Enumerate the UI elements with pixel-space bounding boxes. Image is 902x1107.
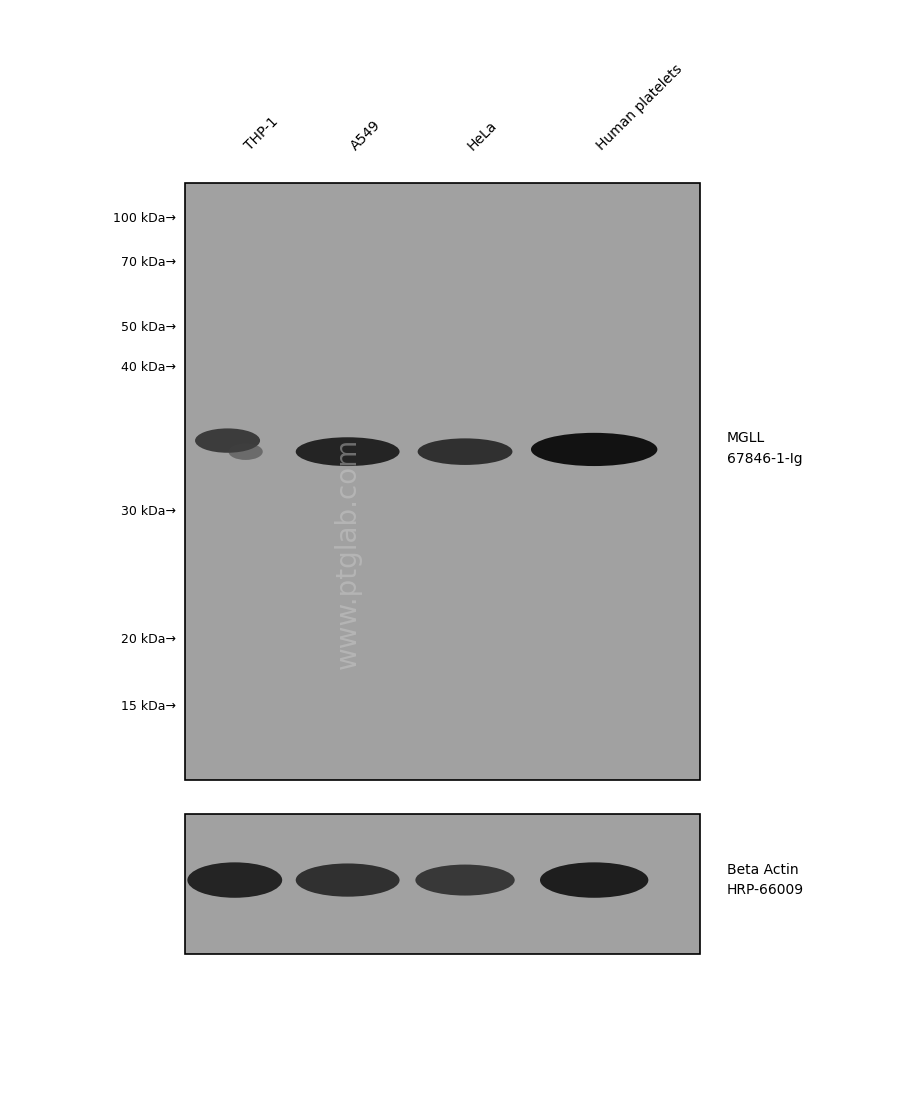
Text: THP-1: THP-1 (242, 114, 281, 153)
Text: 15 kDa→: 15 kDa→ (121, 700, 176, 713)
Text: Beta Actin
HRP-66009: Beta Actin HRP-66009 (726, 862, 803, 898)
Text: 40 kDa→: 40 kDa→ (121, 361, 176, 374)
Text: 50 kDa→: 50 kDa→ (121, 321, 176, 334)
Ellipse shape (418, 438, 512, 465)
Text: www.ptglab.com: www.ptglab.com (333, 438, 362, 669)
Text: 30 kDa→: 30 kDa→ (121, 505, 176, 518)
Text: MGLL
67846-1-Ig: MGLL 67846-1-Ig (726, 431, 802, 466)
Text: HeLa: HeLa (465, 118, 500, 153)
Text: A549: A549 (347, 117, 382, 153)
Ellipse shape (187, 862, 281, 898)
Bar (185, 814, 699, 954)
Ellipse shape (415, 865, 514, 896)
Ellipse shape (530, 433, 657, 466)
Ellipse shape (228, 443, 262, 461)
Ellipse shape (539, 862, 648, 898)
Text: Human platelets: Human platelets (594, 62, 685, 153)
Bar (185, 183, 699, 780)
Ellipse shape (195, 428, 260, 453)
Text: 100 kDa→: 100 kDa→ (113, 211, 176, 225)
Text: 70 kDa→: 70 kDa→ (121, 256, 176, 269)
Text: 20 kDa→: 20 kDa→ (121, 633, 176, 646)
Ellipse shape (296, 863, 400, 897)
Ellipse shape (296, 437, 400, 466)
